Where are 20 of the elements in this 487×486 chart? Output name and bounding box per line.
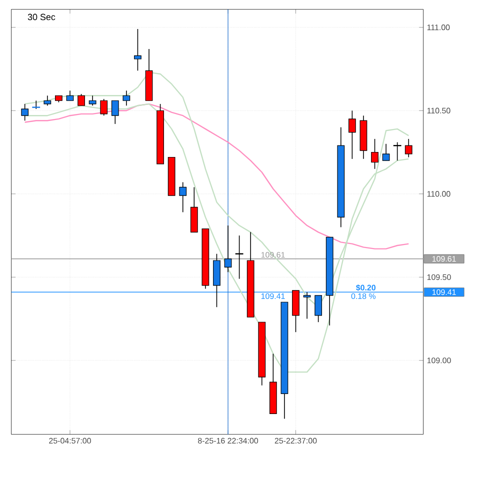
candlestick (224, 225, 232, 273)
candlestick (32, 100, 41, 110)
candlestick (100, 98, 108, 116)
candlestick (88, 95, 96, 106)
candlestick (314, 295, 322, 323)
candlestick (134, 28, 142, 72)
candlestick (78, 94, 85, 106)
candlestick (303, 292, 311, 320)
candlestick (348, 110, 356, 160)
candlestick (179, 182, 187, 213)
candlestick (66, 90, 74, 102)
candlestick (21, 104, 29, 122)
candlestick (234, 235, 244, 280)
candlestick (44, 95, 52, 106)
candlestick (111, 100, 119, 124)
candlestick (404, 138, 412, 158)
candlestick (371, 138, 378, 170)
chart-title: 30 Sec (28, 14, 56, 20)
candlestick (382, 144, 390, 161)
candlestick (122, 90, 130, 106)
